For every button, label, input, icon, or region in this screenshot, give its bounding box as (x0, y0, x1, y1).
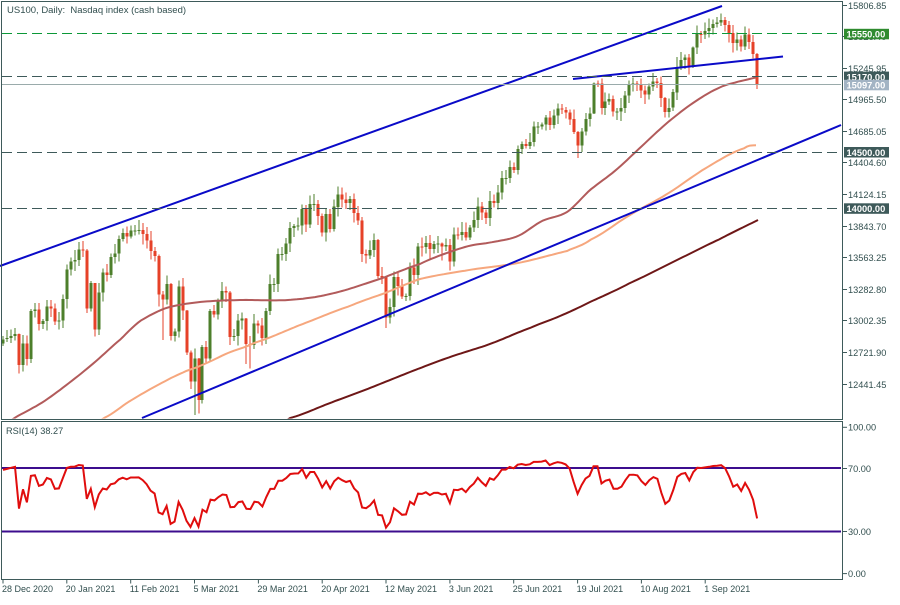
svg-text:14404.60: 14404.60 (848, 158, 886, 168)
svg-text:29 Mar 2021: 29 Mar 2021 (257, 584, 308, 594)
svg-text:14500.00: 14500.00 (847, 148, 886, 158)
svg-text:13002.35: 13002.35 (848, 316, 886, 326)
svg-text:13563.25: 13563.25 (848, 253, 886, 263)
svg-text:15170.00: 15170.00 (847, 72, 886, 82)
svg-text:1 Sep 2021: 1 Sep 2021 (704, 584, 750, 594)
svg-text:20 Jan 2021: 20 Jan 2021 (66, 584, 116, 594)
svg-text:0.00: 0.00 (848, 569, 866, 579)
svg-text:70.00: 70.00 (848, 464, 871, 474)
svg-text:15245.95: 15245.95 (848, 64, 886, 74)
svg-text:14965.50: 14965.50 (848, 95, 886, 105)
svg-text:3 Jun 2021: 3 Jun 2021 (449, 584, 494, 594)
svg-text:12 May 2021: 12 May 2021 (385, 584, 437, 594)
svg-text:100.00: 100.00 (848, 423, 876, 433)
svg-text:RSI(14) 38.27: RSI(14) 38.27 (6, 426, 63, 436)
svg-text:14000.00: 14000.00 (847, 204, 886, 214)
svg-text:30.00: 30.00 (848, 527, 871, 537)
svg-text:5 Mar 2021: 5 Mar 2021 (194, 584, 240, 594)
svg-text:12441.45: 12441.45 (848, 380, 886, 390)
svg-text:US100, Daily: Nasdaq index (c: US100, Daily: Nasdaq index (cash based) (7, 5, 186, 16)
svg-text:15550.00: 15550.00 (847, 30, 886, 40)
svg-text:12721.90: 12721.90 (848, 348, 886, 358)
svg-text:20 Apr 2021: 20 Apr 2021 (321, 584, 370, 594)
svg-text:28 Dec 2020: 28 Dec 2020 (2, 584, 53, 594)
svg-text:10 Aug 2021: 10 Aug 2021 (640, 584, 691, 594)
svg-text:13843.70: 13843.70 (848, 222, 886, 232)
svg-text:15806.85: 15806.85 (848, 1, 886, 11)
svg-text:19 Jul 2021: 19 Jul 2021 (577, 584, 624, 594)
svg-text:11 Feb 2021: 11 Feb 2021 (130, 584, 180, 594)
svg-text:14124.15: 14124.15 (848, 190, 886, 200)
svg-text:14685.05: 14685.05 (848, 127, 886, 137)
svg-text:25 Jun 2021: 25 Jun 2021 (513, 584, 563, 594)
svg-text:15097.00: 15097.00 (847, 81, 886, 91)
svg-text:13282.80: 13282.80 (848, 285, 886, 295)
